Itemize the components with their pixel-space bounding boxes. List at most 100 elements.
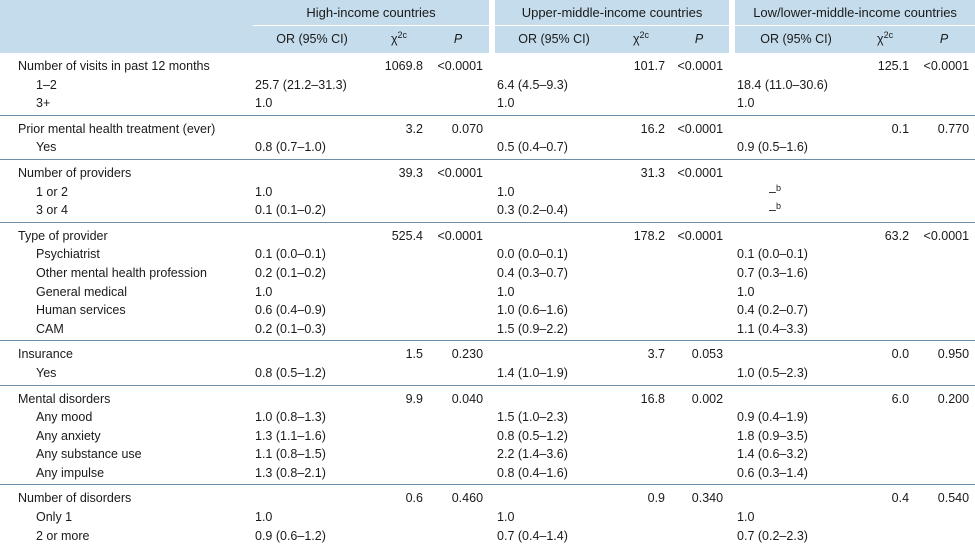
section-label: Number of providers [0,158,253,183]
p-value: <0.0001 [427,158,490,183]
table-row: Other mental health profession 0.2 (0.1–0… [0,264,975,283]
or-value: 0.6 (0.4–0.9) [255,303,326,318]
section-row: Insurance 1.5 0.230 3.7 0.053 0.0 0.950 [0,340,975,364]
row-label: Human services [36,303,126,318]
row-label: CAM [36,321,64,336]
or-value: 1.0 [737,284,755,299]
section-label: Type of provider [0,221,253,246]
row-label: Yes [36,365,57,380]
col-header-p: P [694,32,704,46]
or-value: 1.0 [255,184,273,199]
or-value: 25.7 (21.2–31.3) [255,77,347,92]
table-body: Number of visits in past 12 months 1069.8… [0,53,975,547]
or-value: 1.0 [255,510,273,525]
or-value: 1.0 (0.5–2.3) [737,365,808,380]
table-header: High-income countries Upper-middle-incom… [0,0,975,53]
section-row: Prior mental health treatment (ever) 3.2 0… [0,114,975,139]
or-value: 0.1 (0.0–0.1) [255,247,326,262]
or-value: 18.4 (11.0–30.6) [737,77,828,92]
chi-square-value: 31.3 [613,158,670,183]
table-row: Psychiatrist 0.1 (0.0–0.1) 0.0 (0.0–0.1) 0.… [0,245,975,264]
or-value: 0.1 (0.1–0.2) [255,203,326,218]
or-value: 0.8 (0.7–1.0) [255,140,326,155]
or-value: 0.7 (0.3–1.6) [737,265,808,280]
or-value: 0.0 (0.0–0.1) [497,247,568,262]
table-row: Any substance use 1.1 (0.8–1.5) 2.2 (1.4–3… [0,445,975,464]
p-value: 0.460 [427,484,490,509]
chi-square-value: 101.7 [633,59,666,73]
section-label: Number of visits in past 12 months [18,59,210,73]
p-value: 0.040 [427,384,490,409]
p-value: 0.230 [427,340,490,364]
or-value: 1.0 [737,96,755,111]
header-blank [0,26,253,54]
p-value: 0.340 [669,484,730,509]
or-value: 0.5 (0.4–0.7) [497,140,568,155]
chi-square-value: 16.8 [613,384,670,409]
or-value: 1.1 (0.8–1.5) [255,447,326,462]
group-header-upper-middle-income: Upper-middle-income countries [495,0,730,26]
chi-square-value: 0.6 [371,484,427,509]
or-value: 0.9 (0.5–1.6) [737,140,808,155]
chi-square-value: 125.1 [877,59,910,73]
or-value: 0.9 (0.4–1.9) [737,410,808,425]
table-row: Yes 0.8 (0.7–1.0) 0.5 (0.4–0.7) 0.9 (0.5–1.… [0,138,975,159]
section-label: Insurance [0,340,253,364]
p-value: <0.0001 [677,59,724,73]
col-header-p: P [939,32,949,46]
chi-square-value: 3.2 [371,114,427,139]
or-value: 0.1 (0.0–0.1) [737,247,808,262]
p-value [913,158,975,183]
header-blank [0,0,253,26]
or-value: 0.4 (0.2–0.7) [737,303,808,318]
chi-square-value: 0.4 [857,484,914,509]
chi-square-value: 0.1 [857,114,914,139]
p-value: <0.0001 [437,59,484,73]
table-row: Any mood 1.0 (0.8–1.3) 1.5 (1.0–2.3) 0.9 (0… [0,408,975,427]
chi-square-value: 39.3 [371,158,427,183]
table-row: Any anxiety 1.3 (1.1–1.6) 0.8 (0.5–1.2) 1.8… [0,427,975,446]
section-row: Number of providers 39.3 <0.0001 31.3 <0.000… [0,158,975,183]
or-value: 1.0 (0.6–1.6) [497,303,568,318]
or-value: 0.7 (0.4–1.4) [497,528,568,543]
p-value: 0.070 [427,114,490,139]
chi-square-value: 3.7 [613,340,670,364]
section-row: Type of provider 525.4 <0.0001 178.2 <0.0001… [0,221,975,246]
or-value: 1.0 [737,510,755,525]
row-label: 1–2 [36,77,57,92]
col-header-chi: χ2c [632,29,650,46]
col-header-or: OR (95% CI) [276,32,348,46]
p-value: <0.0001 [923,59,970,73]
table-row: Only 1 1.0 1.0 1.0 [0,508,975,527]
chi-square-value: 0.9 [613,484,670,509]
col-header-chi: χ2c [877,29,894,46]
or-value: 2.2 (1.4–3.6) [497,447,568,462]
or-value: 1.3 (0.8–2.1) [255,465,326,480]
p-value: <0.0001 [669,114,730,139]
row-label: Only 1 [36,510,73,525]
or-value: 1.0 [497,510,515,525]
section-row: Number of visits in past 12 months 1069.8… [0,53,975,76]
or-value: 0.8 (0.5–1.2) [497,428,568,443]
chi-square-value: 178.2 [613,221,670,246]
col-header-chi: χ2c [390,29,408,46]
table-row: CAM 0.2 (0.1–0.3) 1.5 (0.9–2.2) 1.1 (0.4–3.… [0,320,975,341]
or-value: 1.4 (0.6–3.2) [737,447,808,462]
or-value: 6.4 (4.5–9.3) [497,77,568,92]
or-value: 1.5 (1.0–2.3) [497,410,568,425]
p-value: <0.0001 [913,221,975,246]
chi-square-value: 16.2 [613,114,670,139]
or-value: 1.0 [497,184,515,199]
or-value: 0.2 (0.1–0.3) [255,321,326,336]
section-label: Prior mental health treatment (ever) [0,114,253,139]
col-header-p: P [453,32,463,46]
or-value: 0.2 (0.1–0.2) [255,265,326,280]
or-value: 1.0 [497,284,515,299]
table-row: 3+ 1.0 1.0 1.0 [0,94,975,115]
row-label: 3+ [36,96,51,111]
or-value: 0.4 (0.3–0.7) [497,265,568,280]
p-value: 0.950 [913,340,975,364]
col-header-or: OR (95% CI) [760,32,832,46]
group-header-high-income: High-income countries [253,0,490,26]
